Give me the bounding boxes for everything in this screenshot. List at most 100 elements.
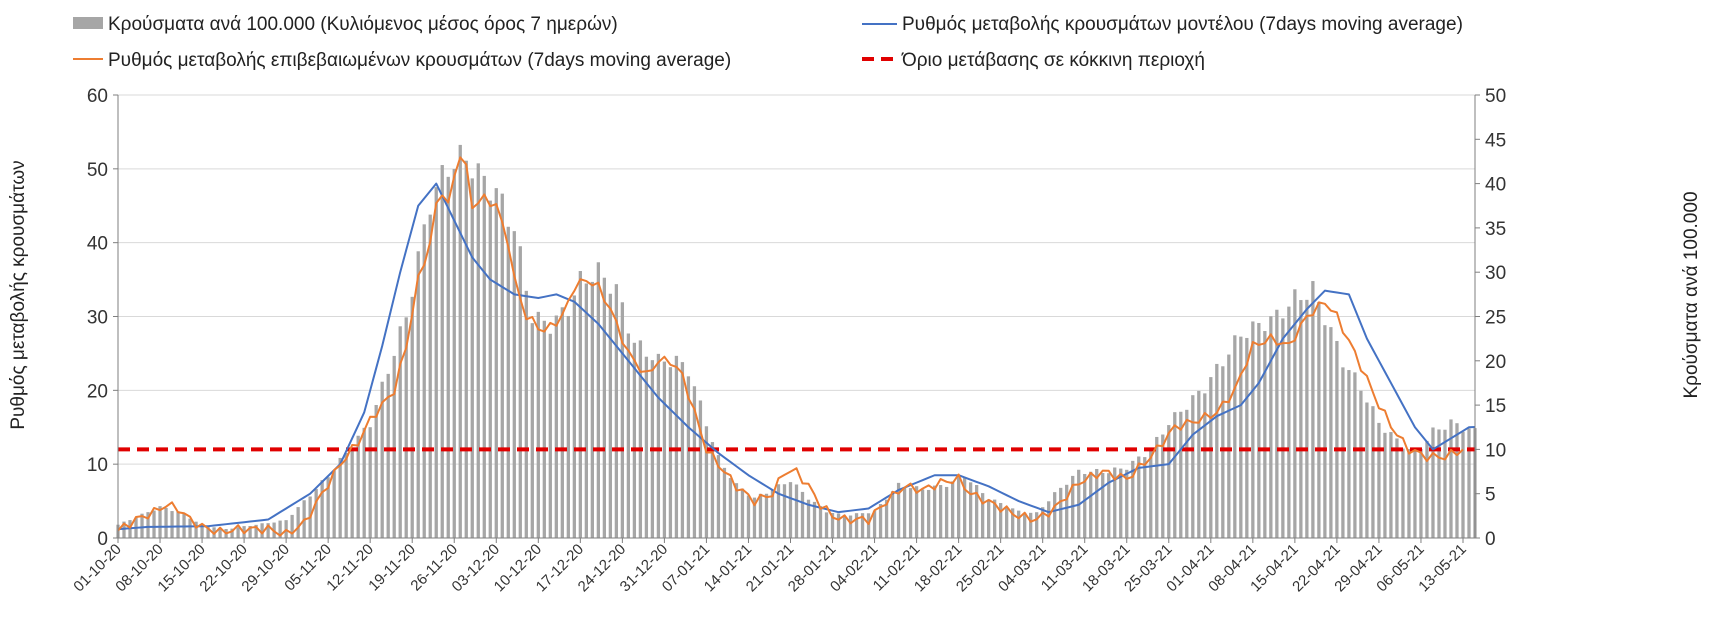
right-tick-label: 0 — [1485, 529, 1496, 550]
bar — [1281, 318, 1285, 538]
right-tick-label: 15 — [1485, 396, 1506, 417]
bar — [482, 175, 486, 538]
bar — [740, 488, 745, 538]
bar — [836, 513, 841, 538]
bar — [320, 480, 324, 538]
bar — [674, 355, 679, 538]
bar — [1185, 409, 1189, 538]
bar — [620, 302, 625, 538]
right-tick-label: 30 — [1485, 263, 1506, 284]
left-tick-label: 40 — [87, 234, 108, 255]
right-tick-label: 5 — [1485, 485, 1496, 506]
bar — [1119, 468, 1123, 538]
right-tick-label: 35 — [1485, 219, 1506, 240]
bar — [950, 481, 955, 538]
bar — [782, 484, 787, 538]
bar — [1089, 471, 1093, 538]
bar-series — [116, 144, 1477, 539]
bar — [572, 295, 576, 538]
bar — [938, 485, 943, 538]
bar — [140, 513, 144, 538]
bar — [632, 342, 637, 538]
bar — [566, 315, 570, 538]
bar — [1137, 456, 1141, 538]
right-tick-label: 10 — [1485, 440, 1506, 461]
bar — [758, 493, 763, 538]
bar — [416, 251, 420, 538]
bar — [1443, 429, 1447, 538]
bar — [440, 165, 444, 538]
legend-item-threshold: Όριο μετάβασης σε κόκκινη περιοχή — [862, 50, 1205, 71]
bar — [1449, 419, 1453, 538]
bar — [902, 487, 907, 538]
bar — [1041, 507, 1045, 538]
bar — [1269, 316, 1273, 538]
bar — [1437, 429, 1441, 538]
bar — [1467, 428, 1471, 538]
bar — [170, 511, 174, 538]
bar — [476, 163, 480, 538]
bar — [1197, 390, 1201, 538]
bar — [1191, 395, 1195, 538]
bar — [728, 478, 733, 538]
bar — [1131, 460, 1135, 538]
bar — [1053, 492, 1057, 538]
bar — [1329, 327, 1333, 538]
left-tick-label: 30 — [87, 308, 108, 329]
right-tick-label: 40 — [1485, 175, 1506, 196]
bar — [1413, 450, 1417, 538]
bar — [1257, 322, 1261, 538]
bar — [908, 488, 913, 538]
bar — [1143, 457, 1147, 538]
bar — [1317, 301, 1321, 538]
bar — [1167, 425, 1171, 538]
bar — [806, 499, 811, 538]
right-axis-title: Κρούσματα ανά 100.000 — [1681, 191, 1702, 398]
bar — [1005, 507, 1009, 538]
bar — [194, 521, 198, 538]
bar — [1401, 448, 1405, 538]
bar — [968, 482, 973, 538]
bar — [1035, 512, 1039, 538]
bar — [512, 231, 516, 538]
bar — [1425, 440, 1429, 538]
bar — [962, 477, 967, 538]
bar — [248, 526, 252, 538]
gridlines — [118, 94, 1475, 539]
bar — [590, 281, 594, 538]
right-tick-label: 45 — [1485, 130, 1506, 151]
bar — [1059, 487, 1063, 538]
bar — [326, 477, 330, 538]
legend-label-threshold: Όριο μετάβασης σε κόκκινη περιοχή — [901, 50, 1205, 71]
bar — [1203, 393, 1207, 538]
bar — [374, 405, 378, 538]
legend-item-confirmed: Ρυθμός μεταβολής επιβεβαιωμένων κρουσμάτ… — [73, 50, 731, 71]
left-axis-ticks: 0 10 20 30 40 50 60 — [87, 86, 118, 550]
bar — [860, 513, 865, 538]
bar — [608, 293, 613, 538]
bar — [999, 503, 1003, 538]
bar — [254, 524, 258, 538]
bar — [152, 510, 156, 538]
line-series — [117, 156, 1476, 537]
bar — [332, 470, 336, 538]
bar — [1263, 331, 1267, 538]
bar — [920, 489, 925, 538]
bar — [656, 353, 661, 538]
bar — [842, 516, 847, 538]
bar — [146, 512, 150, 538]
bar — [1419, 448, 1423, 538]
bar — [626, 333, 631, 538]
bar — [122, 521, 126, 538]
bar — [1293, 289, 1297, 538]
bar — [446, 176, 450, 538]
bar — [686, 376, 691, 538]
bar — [1101, 473, 1105, 538]
bar — [854, 513, 859, 538]
bar — [896, 482, 901, 538]
bar — [596, 262, 600, 538]
bar — [993, 499, 997, 538]
bar — [1341, 367, 1345, 538]
bar — [1239, 336, 1243, 538]
bar — [1353, 372, 1357, 538]
